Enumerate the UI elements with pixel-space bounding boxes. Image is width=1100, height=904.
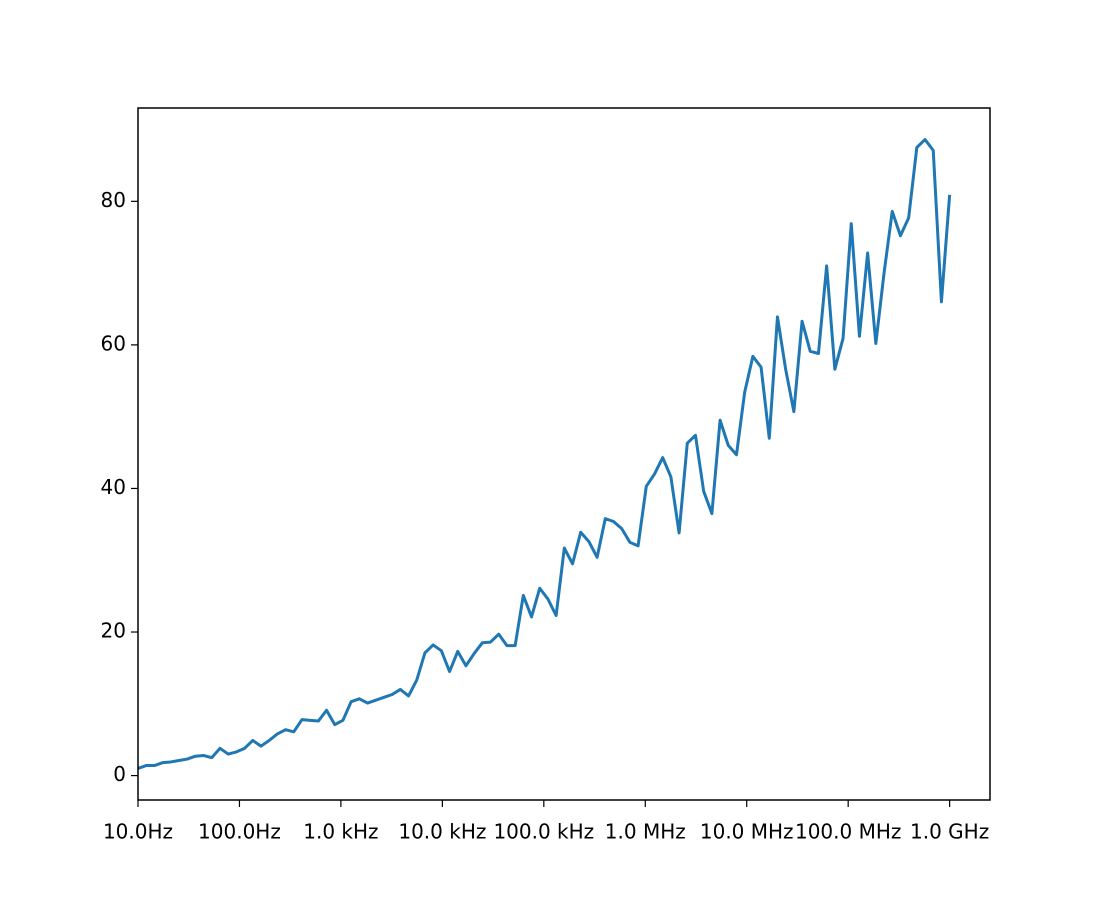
y-tick-label: 60 xyxy=(101,331,126,355)
x-tick-label: 100.0 kHz xyxy=(493,820,594,844)
x-tick-label: 100.0Hz xyxy=(198,820,281,844)
plot-frame xyxy=(137,107,991,801)
x-tick-label: 10.0 kHz xyxy=(398,820,486,844)
x-tick-label: 10.0 MHz xyxy=(700,820,794,844)
x-tick-label: 1.0 MHz xyxy=(605,820,686,844)
x-tick-label: 100.0 MHz xyxy=(795,820,901,844)
y-tick-label: 20 xyxy=(101,619,126,643)
x-tick-label: 1.0 GHz xyxy=(910,820,989,844)
y-tick-label: 0 xyxy=(113,762,126,786)
x-tick-label: 1.0 kHz xyxy=(303,820,378,844)
x-tick-label: 10.0Hz xyxy=(103,820,173,844)
y-tick-label: 80 xyxy=(101,188,126,212)
data-line xyxy=(137,138,952,770)
y-tick-label: 40 xyxy=(101,475,126,499)
